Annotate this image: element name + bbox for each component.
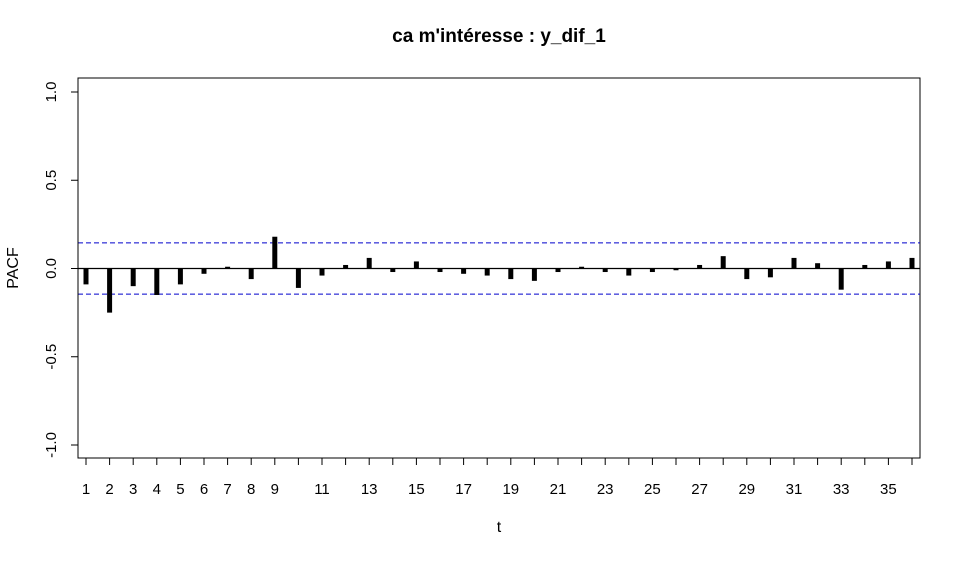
y-axis-label: PACF (5, 247, 22, 289)
confidence-limits-group (78, 242, 920, 295)
x-tick-label: 4 (153, 481, 161, 498)
x-tick-label: 29 (738, 481, 755, 498)
x-tick-label: 27 (691, 481, 708, 498)
x-tick-label: 35 (880, 481, 897, 498)
x-tick-label: 11 (314, 481, 330, 498)
x-tick-label: 3 (129, 481, 137, 498)
y-tick-label: 0.0 (43, 258, 60, 279)
y-tick-label: -0.5 (43, 344, 60, 370)
x-tick-label: 8 (247, 481, 255, 498)
x-tick-label: 25 (644, 481, 661, 498)
x-tick-label: 19 (502, 481, 519, 498)
x-tick-label: 23 (597, 481, 614, 498)
y-tick-label: 0.5 (43, 170, 60, 191)
x-tick-label: 33 (833, 481, 850, 498)
y-tick-label: -1.0 (43, 432, 60, 458)
x-tick-label: 9 (271, 481, 279, 498)
x-axis: 1 2 3 4 5 6 7 8 9 11 13 15 17 19 21 23 25 27 29 31 33 35 (82, 457, 913, 498)
x-tick-label: 15 (408, 481, 425, 498)
x-tick-label: 2 (105, 481, 113, 498)
x-tick-label: 1 (82, 481, 90, 498)
x-tick-label: 5 (176, 481, 184, 498)
x-axis-label: t (497, 519, 502, 536)
pacf-bars-group (83, 236, 915, 313)
y-tick-label: 1.0 (43, 82, 60, 103)
x-tick-label: 21 (550, 481, 567, 498)
x-tick-label: 31 (786, 481, 803, 498)
x-tick-label: 6 (200, 481, 208, 498)
chart-title: ca m'intéresse : y_dif_1 (392, 26, 606, 47)
y-axis: -1.0 -0.5 0.0 0.5 1.0 (43, 82, 79, 458)
x-tick-label: 17 (455, 481, 472, 498)
x-tick-label: 13 (361, 481, 378, 498)
x-tick-label: 7 (223, 481, 231, 498)
